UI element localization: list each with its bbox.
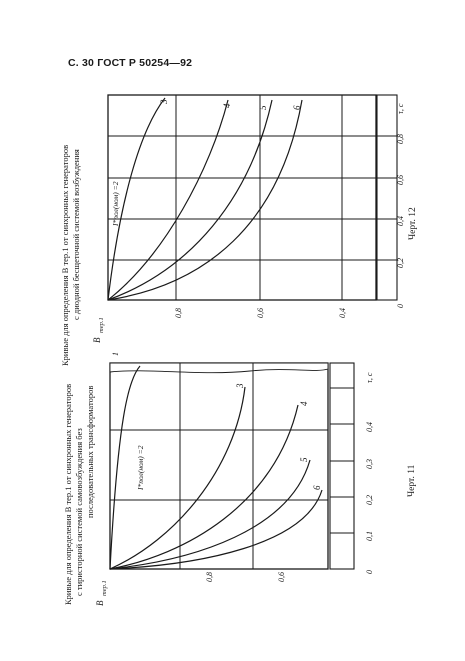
- fig12-xtick-label: 0,6: [396, 175, 405, 185]
- fig11-title-line3: последовательных трансформаторов: [85, 386, 95, 518]
- fig11-curves: [109, 365, 323, 570]
- fig11-curve-label-1: 1: [111, 352, 120, 356]
- fig11-title-line2: с тиристорной системой самовозбуждения б…: [74, 428, 84, 596]
- fig11-xtick-label: 0: [365, 570, 374, 574]
- fig11-axis-symbol-sub: тер.1: [101, 580, 108, 596]
- fig12-curves: [107, 97, 303, 301]
- fig11-curve-label-4: 4: [299, 401, 309, 406]
- fig12-caption: Черт. 12: [408, 207, 418, 240]
- fig11-xtick-label: 0,2: [365, 495, 374, 505]
- fig12-curve-label-3: 3: [159, 99, 169, 105]
- fig12-title-line1: Кривые для определения B тер.1 от синхро…: [60, 145, 70, 366]
- figure-12: Кривые для определения B тер.1 от синхро…: [60, 94, 418, 366]
- fig12-xtick-label: 0,2: [396, 258, 405, 268]
- fig11-ytick-label: 0,8: [205, 572, 214, 582]
- fig12-plot-frame: [107, 94, 377, 301]
- fig11-axis-symbol: B: [95, 600, 105, 606]
- fig11-curve-label-3: 3: [235, 383, 245, 389]
- fig11-xtick-label: 0,4: [365, 422, 374, 432]
- fig11-break-strip: [109, 362, 329, 374]
- fig12-ytick-label: 0,4: [338, 308, 347, 318]
- fig11-curve-4: [109, 404, 299, 570]
- fig12-axis-symbol: B: [92, 337, 102, 343]
- fig11-curve-label-6: 6: [312, 485, 322, 490]
- fig11-curve-3: [109, 386, 246, 570]
- fig12-xtick-label: 0,4: [396, 216, 405, 226]
- fig11-title-line1: Кривые для определения B тер.1 от синхро…: [63, 384, 73, 605]
- fig12-ytick-label: 0,8: [174, 308, 183, 318]
- fig12-curve-5: [107, 99, 273, 301]
- page-header: С. 30 ГОСТ Р 50254—92: [68, 57, 193, 69]
- fig11-caption: Черт. 11: [407, 464, 417, 497]
- fig12-x-axis-unit: τ, c: [396, 103, 405, 114]
- fig12-curve-label-5: 5: [258, 105, 268, 110]
- fig11-x-axis-unit: τ, c: [365, 372, 374, 383]
- fig12-curve-label-6: 6: [292, 105, 302, 110]
- fig12-curve-label-4: 4: [222, 103, 232, 108]
- fig12-xtick-label: 0: [396, 304, 405, 308]
- fig12-param-label: I*пол(ном) =2: [111, 181, 120, 227]
- fig11-curve-1: [109, 365, 141, 570]
- fig11-param-label: I*пол(ном) =2: [136, 445, 145, 491]
- fig11-curve-label-5: 5: [299, 457, 309, 462]
- fig12-grid: [108, 95, 376, 300]
- fig11-x-scale-ticks: [330, 387, 354, 534]
- fig11-grid: [110, 363, 328, 569]
- fig11-curve-6: [109, 489, 323, 570]
- fig12-ytick-label: 0,6: [256, 308, 265, 318]
- fig12-curve-4: [107, 99, 229, 301]
- fig12-curve-6: [107, 99, 303, 301]
- figure-11: Кривые для определения B тер.1 от синхро…: [63, 352, 417, 606]
- fig11-x-scale-strip: [329, 362, 355, 570]
- fig12-curve-3: [107, 97, 166, 301]
- fig12-xtick-label: 0,8: [396, 134, 405, 144]
- fig11-xtick-label: 0,3: [365, 459, 374, 469]
- fig12-title-line2: с диодной бесщеточной системой возбужден…: [71, 149, 81, 320]
- fig12-axis-symbol-sub: тер.1: [98, 317, 105, 333]
- fig11-ytick-label: 0,6: [277, 572, 286, 582]
- fig11-curve-5: [109, 459, 311, 570]
- fig12-x-scale-strip: [376, 94, 398, 301]
- fig12-x-scale-ticks: [377, 135, 397, 261]
- fig11-xtick-label: 0,1: [365, 531, 374, 541]
